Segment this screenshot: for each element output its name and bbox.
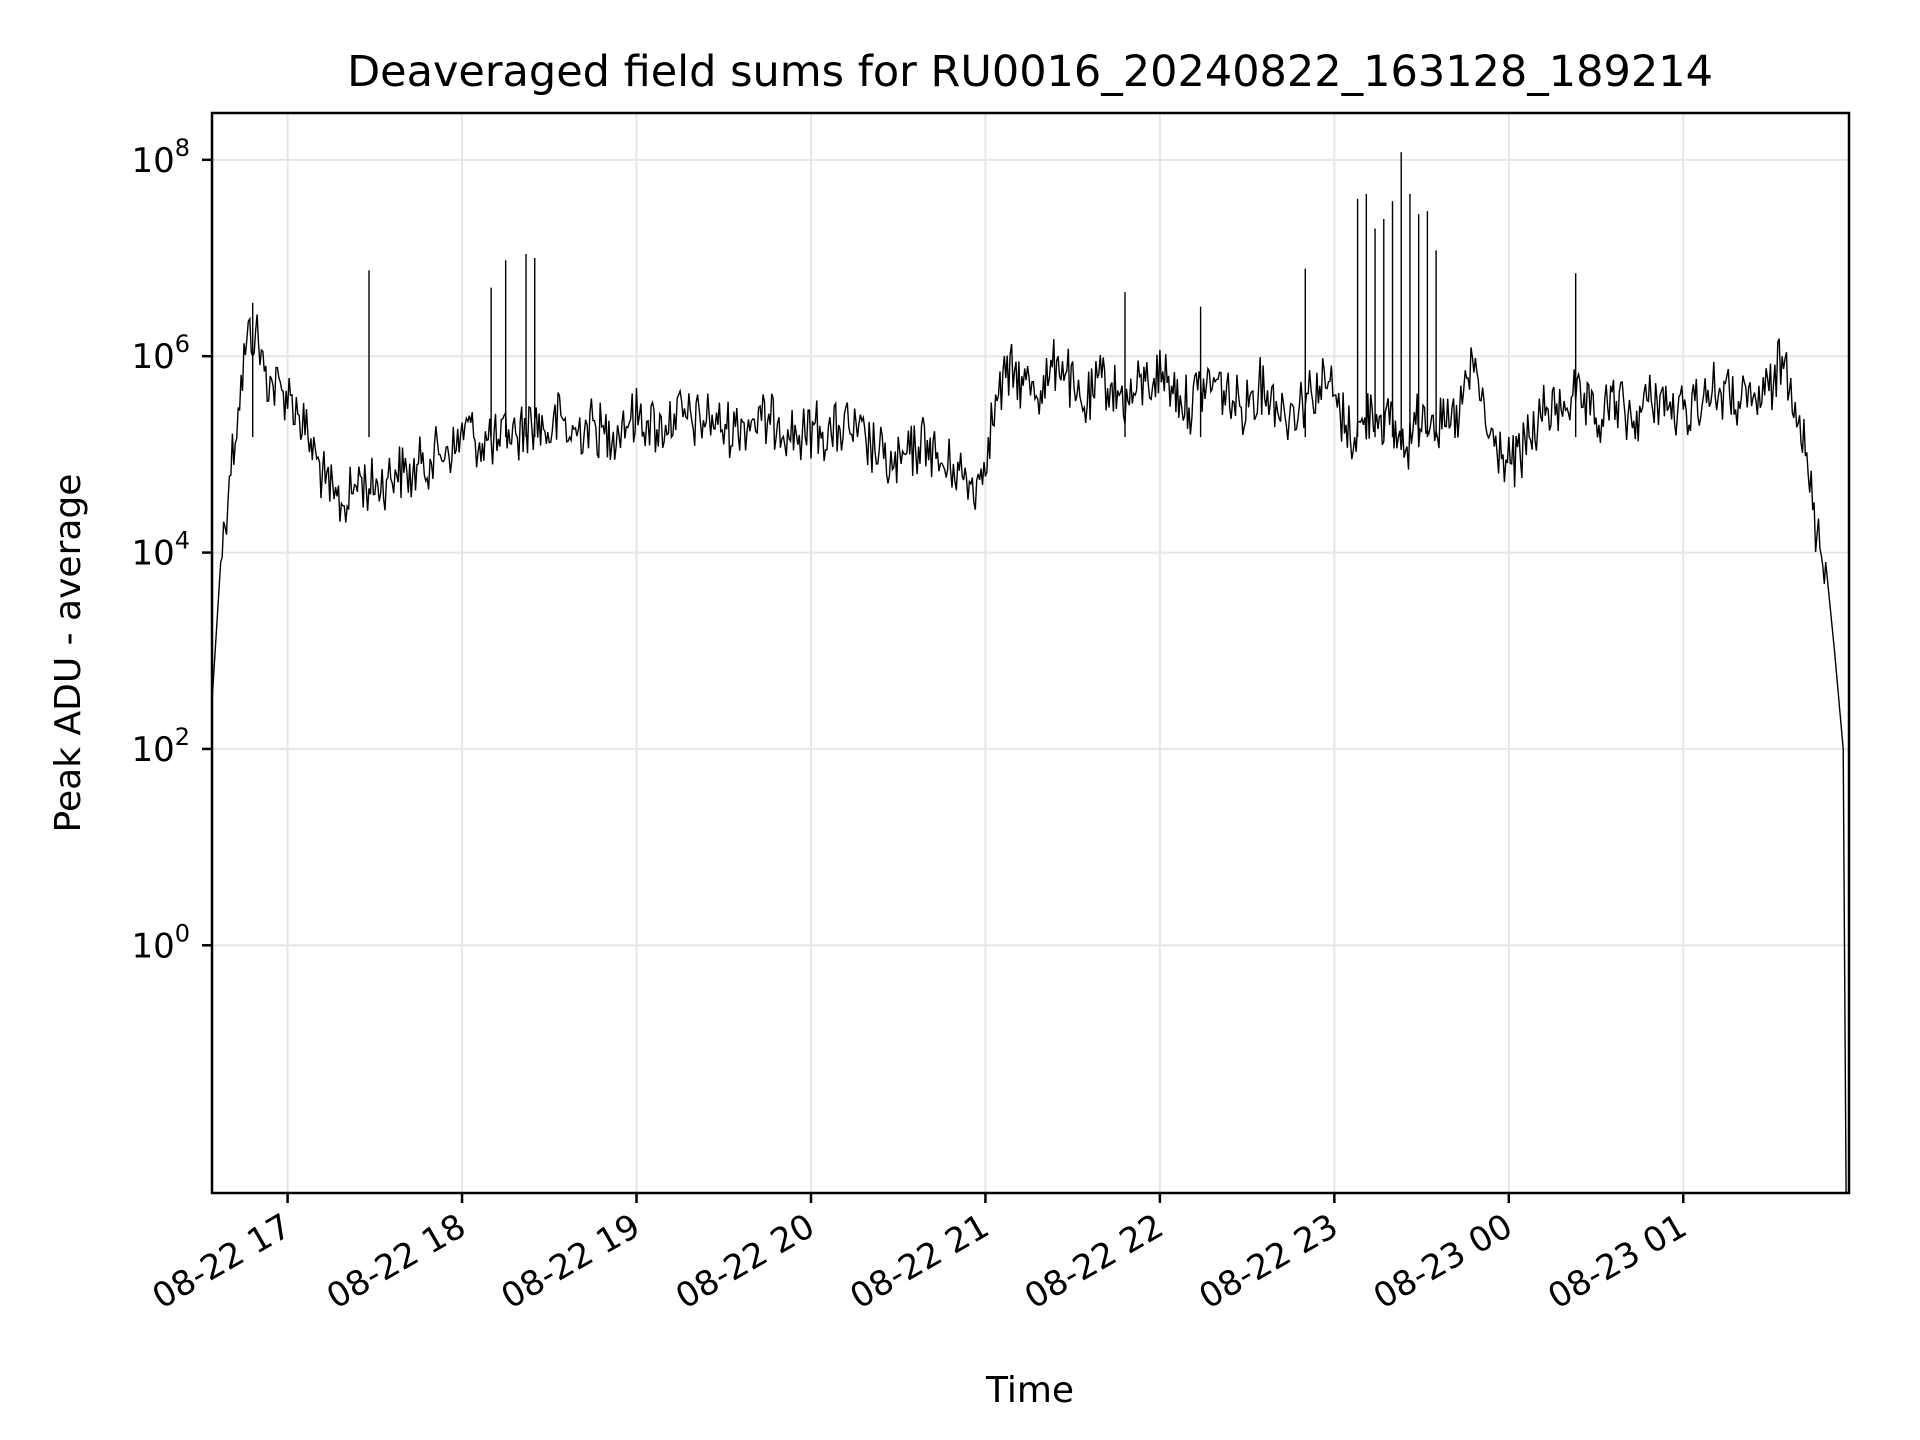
- plot-frame: [210, 111, 1851, 1195]
- series-layer: [211, 152, 1847, 1194]
- y-tick-label: 104: [131, 527, 190, 574]
- y-tick-label: 108: [131, 134, 190, 181]
- y-tick-exponent: 2: [175, 723, 190, 751]
- y-tick-label: 100: [131, 919, 190, 966]
- y-tick-exponent: 8: [175, 134, 190, 162]
- y-tick-exponent: 0: [175, 919, 190, 947]
- y-tick-base: 10: [131, 926, 174, 966]
- x-axis-label: Time: [985, 1370, 1074, 1411]
- y-tick-base: 10: [131, 730, 174, 770]
- y-tick-base: 10: [131, 534, 174, 574]
- y-tick-base: 10: [131, 141, 174, 181]
- y-tick-label: 106: [131, 330, 190, 377]
- y-tick-exponent: 6: [175, 330, 190, 358]
- y-tick-label: 102: [131, 723, 190, 770]
- y-tick-exponent: 4: [175, 527, 190, 555]
- y-tick-base: 10: [131, 337, 174, 377]
- series-line: [211, 314, 1847, 1194]
- y-axis-label: Peak ADU - average: [48, 474, 89, 833]
- chart-title: Deaveraged field sums for RU0016_2024082…: [347, 47, 1713, 97]
- grid-layer: [212, 113, 1849, 1193]
